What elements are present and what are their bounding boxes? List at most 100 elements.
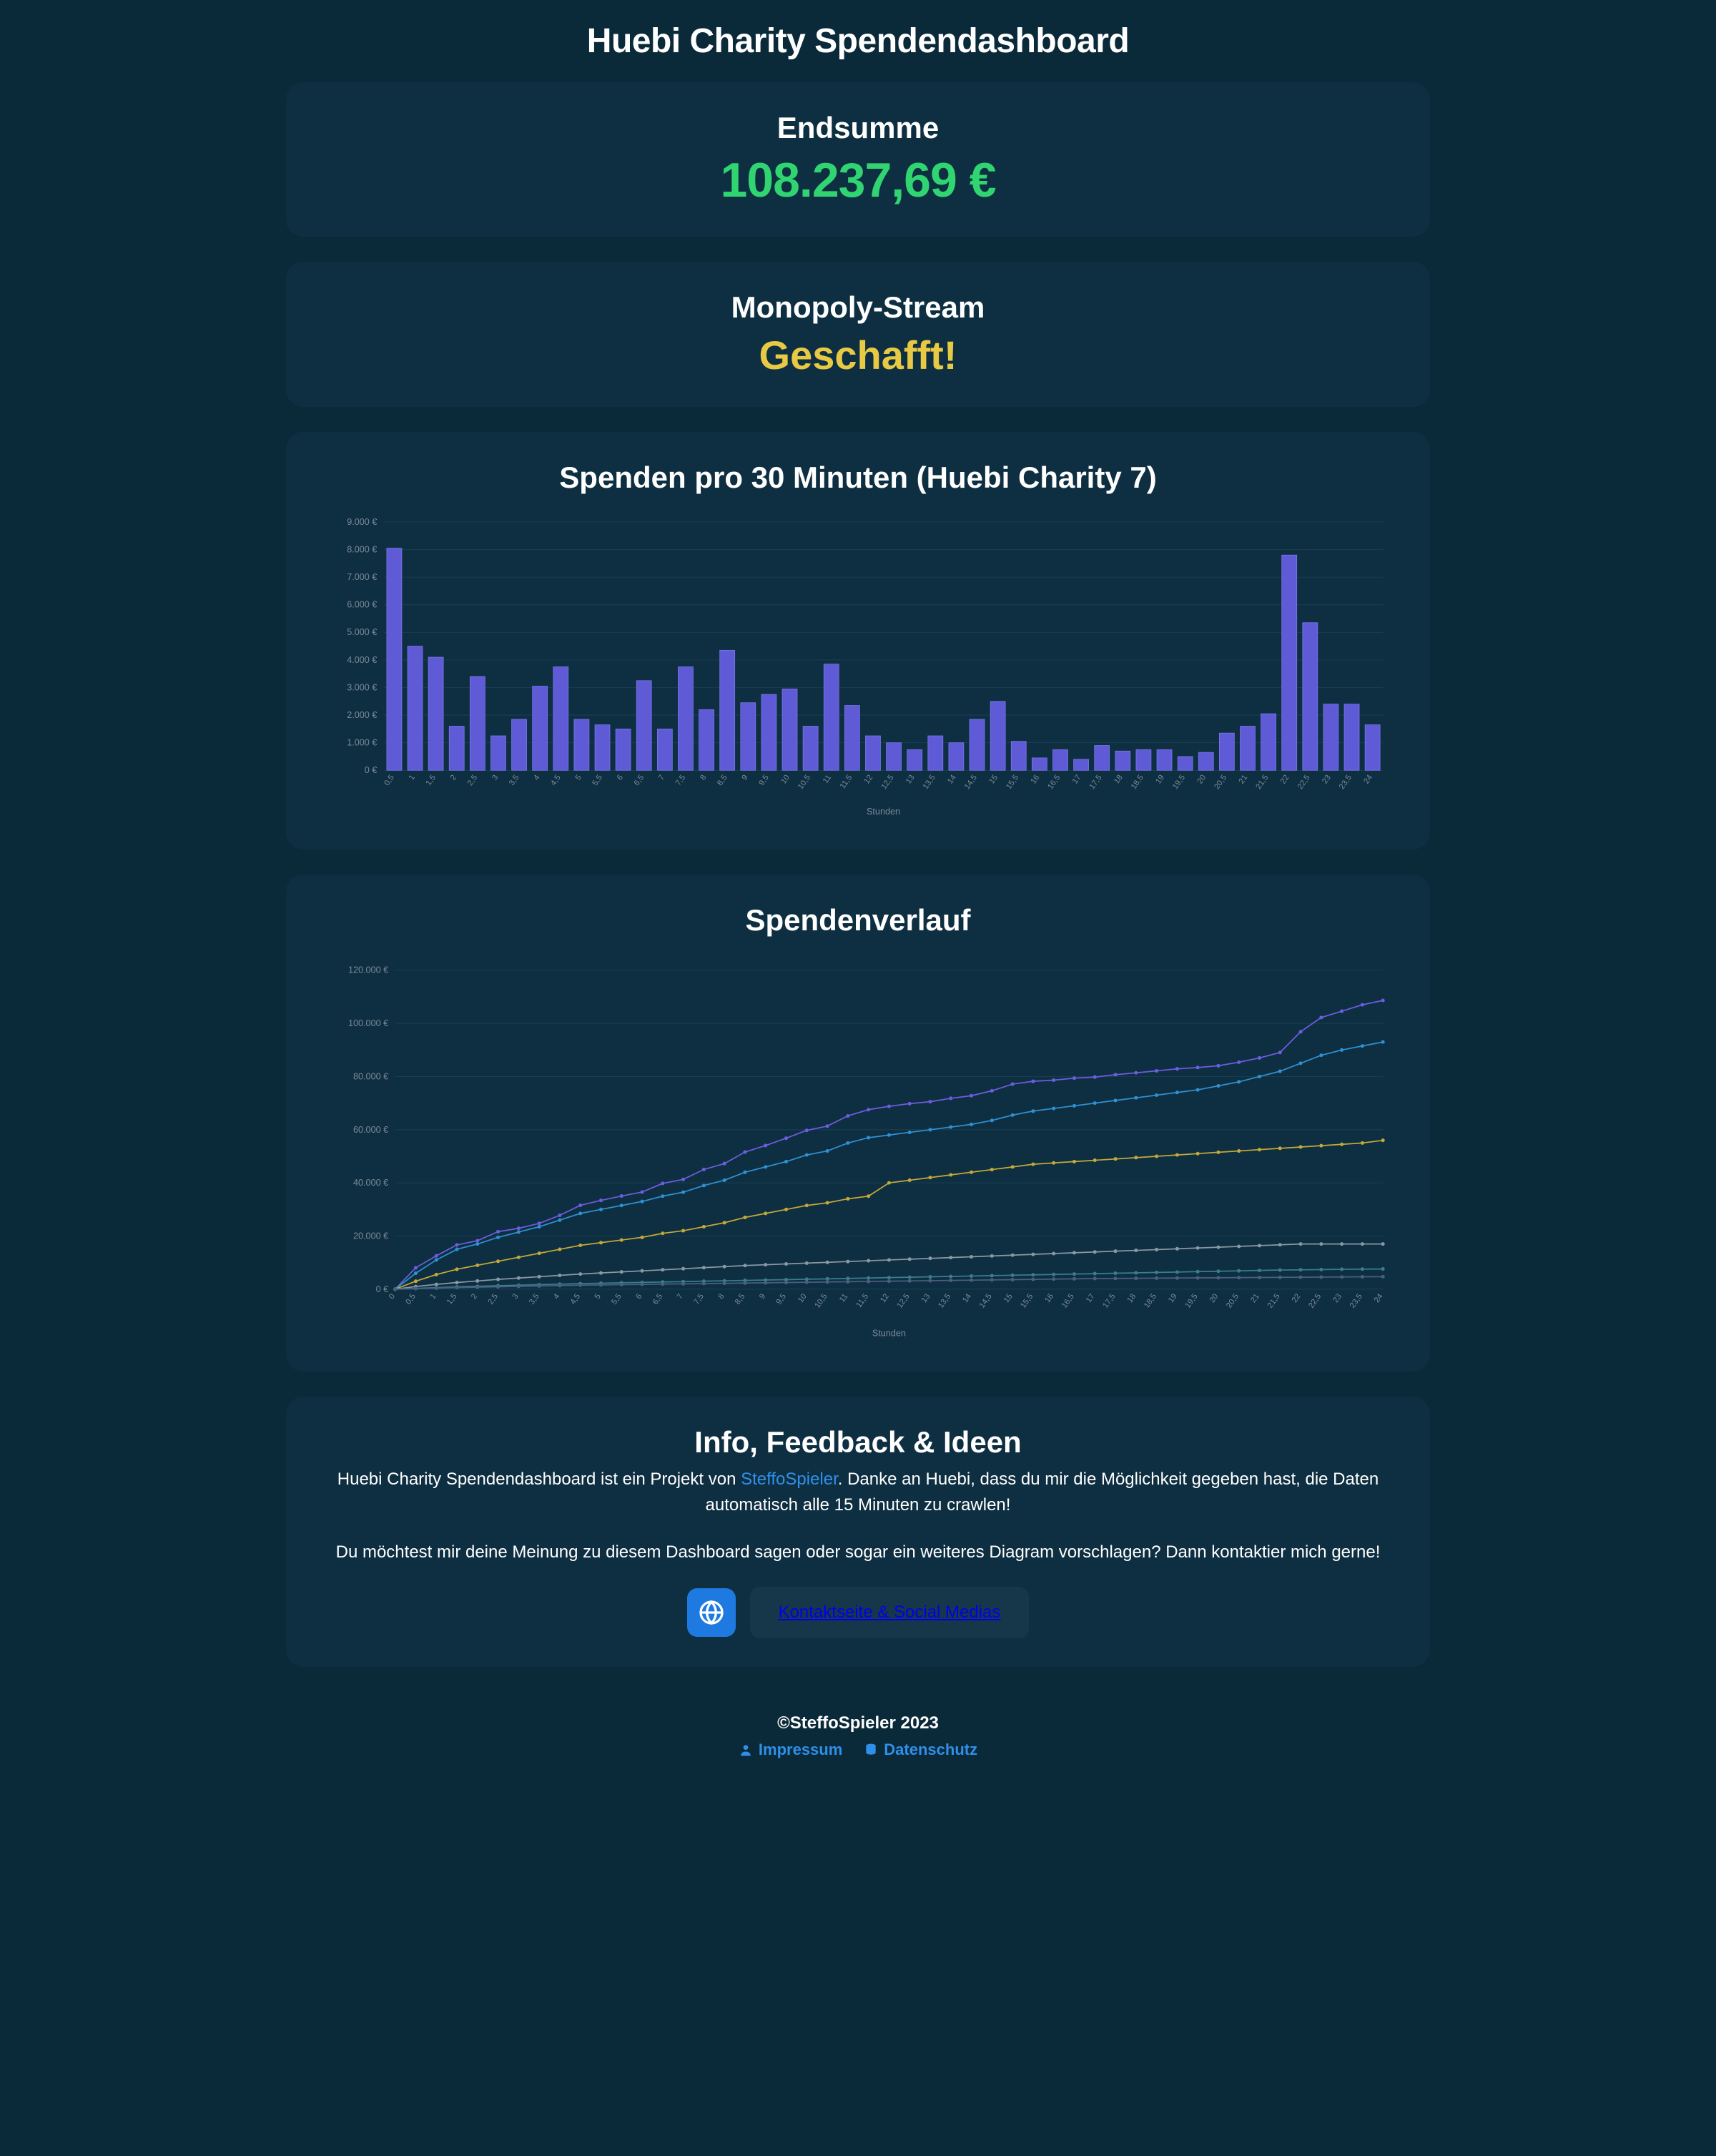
bar-chart: 0 €1.000 €2.000 €3.000 €4.000 €5.000 €6.… <box>322 516 1394 821</box>
svg-text:2,5: 2,5 <box>466 774 480 787</box>
database-icon <box>864 1743 878 1757</box>
svg-text:1: 1 <box>408 774 417 782</box>
svg-text:15: 15 <box>987 774 1000 786</box>
svg-text:24: 24 <box>1362 774 1374 786</box>
svg-text:3.000 €: 3.000 € <box>347 682 377 692</box>
svg-text:6.000 €: 6.000 € <box>347 600 377 610</box>
svg-text:20.000 €: 20.000 € <box>353 1231 388 1241</box>
impressum-link[interactable]: Impressum <box>739 1741 842 1759</box>
svg-text:15: 15 <box>1002 1292 1015 1304</box>
svg-text:3: 3 <box>490 774 500 782</box>
info-text-1: Huebi Charity Spendendashboard ist ein P… <box>322 1467 1394 1518</box>
svg-text:20: 20 <box>1208 1292 1221 1304</box>
svg-text:10,5: 10,5 <box>797 774 812 792</box>
svg-text:9.000 €: 9.000 € <box>347 517 377 527</box>
line-chart-title: Spendenverlauf <box>322 903 1394 937</box>
globe-button[interactable] <box>687 1588 736 1637</box>
svg-text:12: 12 <box>879 1292 891 1304</box>
svg-text:23,5: 23,5 <box>1348 1292 1364 1310</box>
svg-text:19,5: 19,5 <box>1171 774 1187 792</box>
svg-text:1,5: 1,5 <box>445 1292 459 1306</box>
svg-text:1,5: 1,5 <box>424 774 438 787</box>
svg-text:18: 18 <box>1125 1292 1138 1304</box>
endsumme-value: 108.237,69 € <box>322 152 1394 208</box>
svg-text:Stunden: Stunden <box>867 807 900 817</box>
svg-text:23: 23 <box>1331 1292 1343 1304</box>
page-title: Huebi Charity Spendendashboard <box>0 21 1716 61</box>
svg-text:5: 5 <box>593 1292 603 1301</box>
datenschutz-link[interactable]: Datenschutz <box>864 1741 977 1759</box>
svg-text:9: 9 <box>740 774 749 782</box>
card-line-chart: Spendenverlauf 0 €20.000 €40.000 €60.000… <box>286 875 1430 1372</box>
card-bar-chart: Spenden pro 30 Minuten (Huebi Charity 7)… <box>286 432 1430 850</box>
svg-text:11,5: 11,5 <box>854 1292 870 1309</box>
monopoly-title: Monopoly-Stream <box>322 290 1394 325</box>
info-p1-pre: Huebi Charity Spendendashboard ist ein P… <box>337 1470 741 1489</box>
info-title: Info, Feedback & Ideen <box>322 1425 1394 1460</box>
svg-text:21,5: 21,5 <box>1254 774 1270 792</box>
svg-text:16,5: 16,5 <box>1046 774 1062 792</box>
svg-text:7,5: 7,5 <box>692 1292 706 1306</box>
svg-text:9: 9 <box>758 1292 767 1301</box>
svg-text:14,5: 14,5 <box>978 1292 994 1310</box>
svg-text:13: 13 <box>920 1292 932 1304</box>
svg-text:3,5: 3,5 <box>528 1292 541 1306</box>
svg-text:13,5: 13,5 <box>922 774 937 792</box>
svg-text:19: 19 <box>1154 774 1166 786</box>
bar-chart-title: Spenden pro 30 Minuten (Huebi Charity 7) <box>322 461 1394 495</box>
person-icon <box>739 1743 753 1757</box>
svg-text:18,5: 18,5 <box>1143 1292 1158 1310</box>
svg-text:17,5: 17,5 <box>1088 774 1103 792</box>
svg-text:120.000 €: 120.000 € <box>348 965 388 975</box>
svg-text:8: 8 <box>699 774 708 782</box>
svg-text:10,5: 10,5 <box>813 1292 829 1310</box>
endsumme-title: Endsumme <box>322 111 1394 145</box>
svg-text:1: 1 <box>428 1292 438 1301</box>
svg-text:20,5: 20,5 <box>1225 1292 1241 1310</box>
svg-text:7: 7 <box>657 774 666 782</box>
svg-text:23: 23 <box>1321 774 1333 786</box>
svg-text:7.000 €: 7.000 € <box>347 572 377 582</box>
svg-text:6: 6 <box>634 1292 644 1301</box>
svg-text:20,5: 20,5 <box>1213 774 1228 792</box>
svg-text:8.000 €: 8.000 € <box>347 544 377 554</box>
globe-icon <box>687 1600 736 1625</box>
svg-text:12,5: 12,5 <box>895 1292 911 1310</box>
svg-text:5,5: 5,5 <box>610 1292 623 1306</box>
svg-text:3,5: 3,5 <box>508 774 521 787</box>
svg-text:80.000 €: 80.000 € <box>353 1072 388 1082</box>
card-endsumme: Endsumme 108.237,69 € <box>286 82 1430 237</box>
svg-text:22: 22 <box>1279 774 1291 786</box>
svg-text:15,5: 15,5 <box>1019 1292 1035 1310</box>
svg-text:16,5: 16,5 <box>1060 1292 1076 1310</box>
svg-text:2: 2 <box>449 774 458 782</box>
svg-text:100.000 €: 100.000 € <box>348 1018 388 1028</box>
svg-text:60.000 €: 60.000 € <box>353 1125 388 1135</box>
svg-text:21: 21 <box>1238 774 1250 786</box>
footer-copyright: ©SteffoSpieler 2023 <box>286 1713 1430 1733</box>
svg-text:4,5: 4,5 <box>549 774 563 787</box>
contact-button[interactable]: Kontaktseite & Social Medias <box>750 1587 1030 1638</box>
svg-text:18: 18 <box>1113 774 1125 786</box>
svg-text:11,5: 11,5 <box>839 774 854 791</box>
svg-text:14,5: 14,5 <box>963 774 979 792</box>
svg-text:2.000 €: 2.000 € <box>347 710 377 720</box>
svg-text:22,5: 22,5 <box>1307 1292 1323 1310</box>
svg-text:14: 14 <box>961 1292 973 1304</box>
svg-text:19: 19 <box>1167 1292 1179 1304</box>
svg-text:4: 4 <box>532 774 541 782</box>
impressum-label: Impressum <box>759 1741 842 1759</box>
svg-text:7,5: 7,5 <box>674 774 688 787</box>
svg-text:3: 3 <box>511 1292 520 1301</box>
svg-text:12: 12 <box>863 774 875 786</box>
svg-text:17: 17 <box>1085 1292 1097 1304</box>
svg-text:40.000 €: 40.000 € <box>353 1178 388 1188</box>
svg-text:0,5: 0,5 <box>404 1292 418 1306</box>
svg-text:4.000 €: 4.000 € <box>347 655 377 665</box>
svg-text:20: 20 <box>1195 774 1208 786</box>
steffospieler-link[interactable]: SteffoSpieler <box>741 1470 838 1489</box>
svg-text:17: 17 <box>1071 774 1083 786</box>
svg-text:11: 11 <box>838 1292 849 1304</box>
monopoly-status: Geschafft! <box>322 332 1394 378</box>
svg-text:6,5: 6,5 <box>651 1292 665 1306</box>
